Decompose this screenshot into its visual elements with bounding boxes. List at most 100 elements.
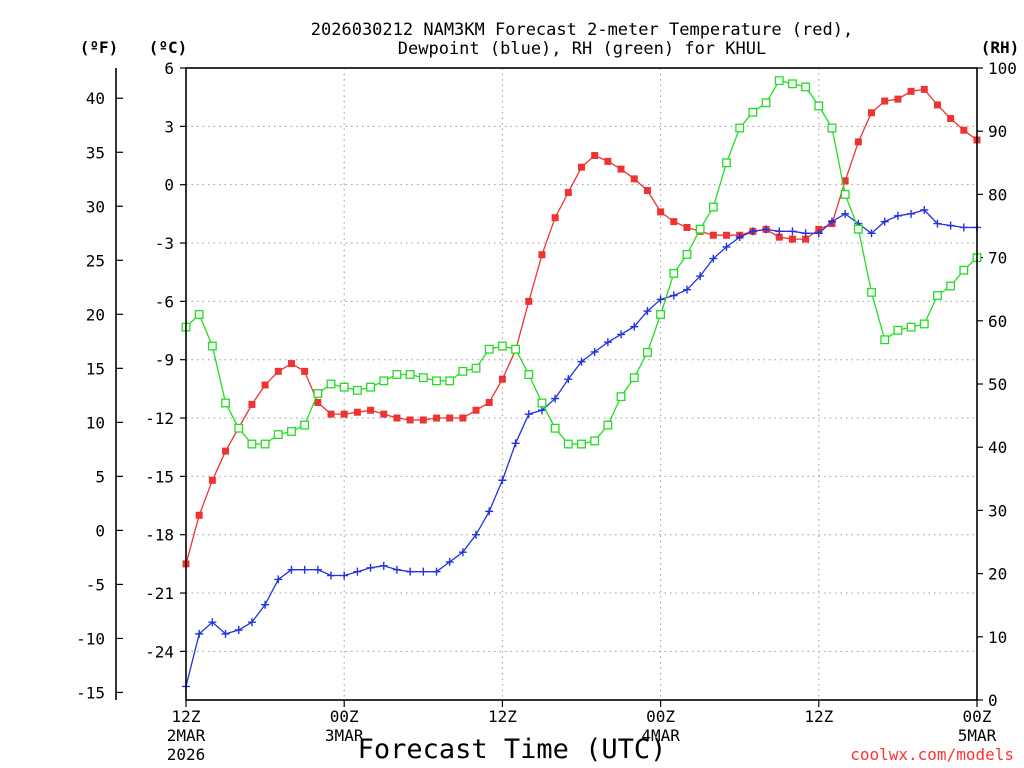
time-tick-label: 00Z — [646, 707, 675, 726]
data-point-dewpoint — [696, 272, 705, 281]
data-point-rh — [814, 101, 824, 111]
data-point-dewpoint — [656, 295, 665, 304]
data-point-dewpoint — [551, 394, 560, 403]
data-point-rh — [445, 376, 455, 386]
time-tick-label: 00Z — [963, 707, 992, 726]
time-tick-date: 5MAR — [958, 726, 997, 745]
data-point-temperature — [485, 398, 493, 406]
data-point-dewpoint — [920, 205, 929, 214]
data-point-dewpoint — [472, 530, 481, 539]
data-point-temperature — [367, 406, 375, 414]
series-line — [185, 79, 978, 445]
data-point-dewpoint — [261, 600, 270, 609]
celsius-tick-label: 0 — [164, 176, 174, 195]
data-point-dewpoint — [313, 565, 322, 574]
data-point-rh — [352, 385, 362, 395]
time-tick-year: 2026 — [167, 745, 206, 764]
data-point-rh — [260, 439, 270, 449]
data-point-dewpoint — [959, 223, 968, 232]
data-point-dewpoint — [208, 618, 217, 627]
data-point-temperature — [564, 188, 572, 196]
rh-tick-label: 50 — [988, 375, 1007, 394]
data-point-rh — [563, 439, 573, 449]
fahrenheit-tick-label: -10 — [76, 629, 105, 648]
data-point-rh — [761, 98, 771, 108]
rh-tick-label: 80 — [988, 185, 1007, 204]
data-point-temperature — [868, 109, 876, 117]
data-point-temperature — [340, 410, 348, 418]
rh-tick-label: 100 — [988, 59, 1017, 78]
data-point-rh — [405, 370, 415, 379]
data-point-dewpoint — [617, 330, 626, 339]
time-tick-label: 12Z — [172, 707, 201, 726]
rh-tick-label: 60 — [988, 312, 1007, 331]
data-point-rh — [946, 281, 956, 291]
data-point-dewpoint — [814, 229, 823, 238]
data-point-rh — [300, 420, 310, 430]
data-point-dewpoint — [366, 563, 375, 572]
data-point-rh — [801, 82, 811, 92]
data-point-dewpoint — [735, 233, 744, 242]
data-point-dewpoint — [722, 242, 731, 251]
time-tick-date: 2MAR — [167, 726, 206, 745]
celsius-tick-label: -6 — [155, 292, 174, 311]
data-point-temperature — [525, 297, 533, 305]
data-point-rh — [497, 341, 507, 351]
celsius-tick-label: -9 — [155, 351, 174, 370]
data-point-rh — [629, 373, 639, 383]
data-point-temperature — [195, 511, 203, 519]
data-point-temperature — [670, 218, 678, 226]
data-point-dewpoint — [445, 557, 454, 566]
data-point-temperature — [432, 414, 440, 422]
series-line — [185, 88, 978, 565]
fahrenheit-tick-label: -15 — [76, 683, 105, 702]
data-point-rh — [708, 202, 718, 212]
data-point-temperature — [208, 476, 216, 484]
celsius-tick-label: 6 — [164, 59, 174, 78]
data-point-temperature — [894, 95, 902, 103]
chart-title-line1: 2026030212 NAM3KM Forecast 2-meter Tempe… — [311, 20, 853, 40]
rh-tick-label: 30 — [988, 501, 1007, 520]
data-point-temperature — [551, 214, 559, 222]
data-point-dewpoint — [340, 571, 349, 580]
data-point-temperature — [933, 101, 941, 109]
fahrenheit-tick-label: 35 — [86, 143, 105, 162]
data-point-dewpoint — [432, 567, 441, 576]
data-point-dewpoint — [300, 565, 309, 574]
celsius-axis: 6 3 0 -3 -6 -9 -12 -15 -18 -21 -24 — [145, 59, 186, 661]
data-point-rh — [893, 325, 903, 335]
data-point-temperature — [472, 406, 480, 414]
data-point-temperature — [459, 414, 467, 422]
time-tick-label: 12Z — [488, 707, 517, 726]
data-point-rh — [432, 376, 441, 386]
data-point-rh — [484, 344, 494, 354]
data-point-temperature — [380, 410, 388, 418]
data-point-temperature — [393, 414, 401, 422]
data-point-rh — [524, 370, 534, 379]
data-point-dewpoint — [801, 229, 810, 238]
fahrenheit-tick-label: 20 — [86, 305, 105, 324]
fahrenheit-unit-label: (ºF) — [80, 38, 119, 57]
data-point-rh — [511, 344, 521, 354]
data-point-dewpoint — [775, 227, 784, 236]
data-point-dewpoint — [498, 476, 507, 485]
data-point-dewpoint — [880, 217, 889, 226]
data-point-dewpoint — [327, 571, 336, 580]
data-point-rh — [366, 382, 376, 392]
data-point-temperature — [261, 381, 269, 389]
data-point-rh — [867, 287, 876, 297]
data-point-dewpoint — [379, 561, 388, 570]
data-point-rh — [774, 76, 784, 86]
data-point-temperature — [881, 97, 889, 105]
data-point-dewpoint — [274, 575, 283, 584]
data-point-dewpoint — [748, 227, 757, 236]
data-point-dewpoint — [353, 567, 362, 576]
credit-text: coolwx.com/models — [850, 745, 1014, 764]
data-point-temperature — [947, 115, 955, 123]
series-2-meter-temperature — [182, 85, 981, 568]
celsius-unit-label: (ºC) — [149, 38, 188, 57]
data-point-rh — [273, 430, 283, 440]
data-point-dewpoint — [537, 406, 546, 415]
data-point-rh — [656, 310, 666, 319]
